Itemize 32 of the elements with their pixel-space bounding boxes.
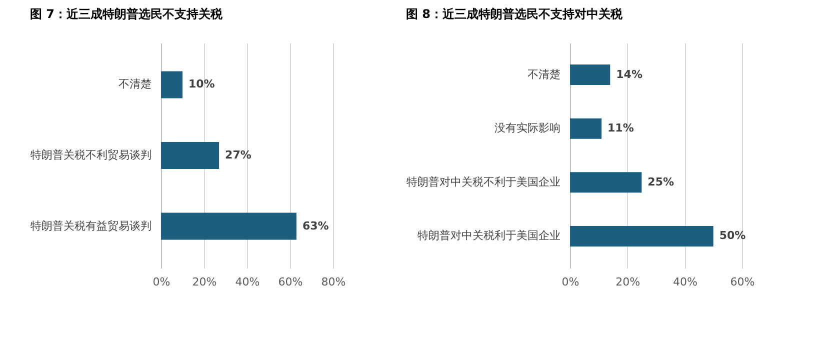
- bar: [570, 118, 602, 139]
- data-label: 25%: [648, 175, 674, 188]
- x-tick-label: 20%: [616, 276, 640, 288]
- x-tick-label: 40%: [235, 276, 260, 288]
- x-tick-label: 0%: [562, 276, 580, 288]
- y-tick-label: 不清楚: [118, 78, 152, 91]
- x-tick-label: 40%: [672, 276, 698, 288]
- y-tick-label: 特朗普关税有益贸易谈判: [30, 219, 152, 232]
- y-tick-label: 没有实际影响: [494, 122, 560, 135]
- data-label: 63%: [302, 219, 329, 232]
- x-tick-label: 80%: [321, 276, 346, 288]
- bar: [161, 212, 296, 240]
- data-label: 50%: [719, 229, 746, 242]
- x-tick-label: 0%: [152, 276, 170, 288]
- x-tick-label: 60%: [278, 276, 303, 288]
- y-tick-label: 不清楚: [528, 68, 560, 81]
- bar: [570, 226, 714, 246]
- bar: [570, 64, 610, 85]
- bar: [161, 71, 182, 98]
- bar: [161, 142, 220, 169]
- y-tick-label: 特朗普对中关税利于美国企业: [418, 229, 560, 242]
- data-label: 10%: [188, 78, 215, 91]
- x-tick-label: 60%: [730, 276, 755, 288]
- data-label: 14%: [616, 68, 642, 81]
- data-label: 11%: [608, 122, 634, 135]
- chart-title: 图 7：近三成特朗普选民不支持关税: [30, 7, 224, 21]
- data-label: 27%: [225, 148, 252, 162]
- x-tick-label: 20%: [192, 276, 217, 288]
- y-tick-label: 特朗普关税不利贸易谈判: [30, 148, 152, 162]
- chart-title: 图 8：近三成特朗普选民不支持对中关税: [406, 7, 624, 21]
- bar: [570, 172, 642, 193]
- y-tick-label: 特朗普对中关税不利于美国企业: [406, 175, 560, 188]
